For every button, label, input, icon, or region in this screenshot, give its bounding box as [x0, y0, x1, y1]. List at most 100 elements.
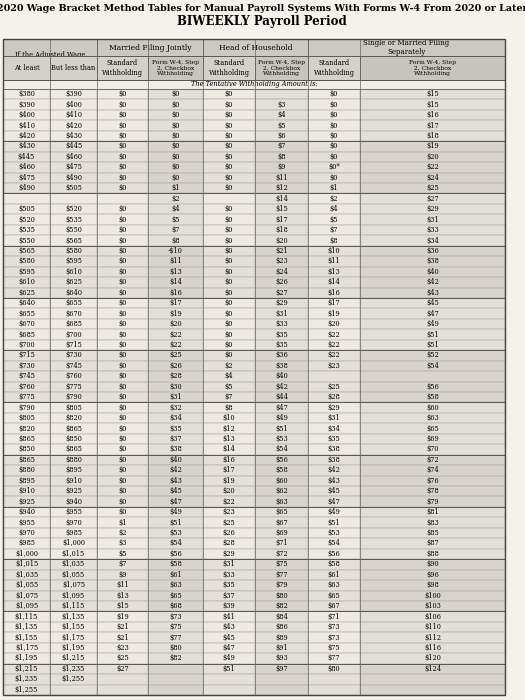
Text: $97: $97 [275, 665, 288, 673]
Text: $490: $490 [18, 184, 35, 192]
Text: $22: $22 [328, 330, 340, 339]
Bar [360, 455, 505, 465]
Bar [255, 193, 308, 204]
Text: $0: $0 [225, 247, 233, 255]
Bar [360, 382, 505, 392]
Text: $0: $0 [118, 456, 127, 464]
Text: $1,175: $1,175 [62, 634, 85, 641]
Text: $47: $47 [328, 498, 340, 505]
Text: $445: $445 [65, 143, 82, 150]
Bar [148, 162, 203, 173]
Bar [203, 382, 255, 392]
Bar [255, 371, 308, 382]
Bar [3, 193, 50, 204]
Text: $1,035: $1,035 [62, 561, 85, 568]
Bar [203, 570, 255, 580]
Text: $0: $0 [118, 226, 127, 234]
Text: $120: $120 [424, 654, 441, 662]
Text: $76: $76 [426, 477, 439, 485]
Text: $89: $89 [275, 634, 288, 641]
Bar [255, 267, 308, 277]
Bar [255, 465, 308, 475]
Text: $106: $106 [424, 612, 441, 621]
Text: $790: $790 [65, 393, 82, 401]
Bar [148, 152, 203, 162]
Bar [50, 611, 97, 622]
Bar [360, 141, 505, 152]
Bar [50, 382, 97, 392]
Bar [148, 611, 203, 622]
Text: $19: $19 [328, 309, 340, 318]
Bar [50, 517, 97, 528]
Text: $19: $19 [116, 612, 129, 621]
Text: $25: $25 [426, 184, 439, 192]
Text: $11: $11 [169, 258, 182, 265]
Text: $51: $51 [426, 330, 439, 339]
Text: $0: $0 [118, 372, 127, 380]
Bar [308, 277, 360, 288]
Bar [360, 288, 505, 298]
Bar [50, 444, 97, 455]
Bar [148, 643, 203, 653]
Bar [148, 559, 203, 570]
Text: $60: $60 [426, 404, 439, 412]
Text: $8: $8 [225, 404, 233, 412]
Bar [50, 549, 97, 559]
Bar [203, 110, 255, 120]
Bar [3, 549, 50, 559]
Text: $2: $2 [171, 195, 180, 203]
Text: $58: $58 [169, 561, 182, 568]
Text: $0: $0 [225, 226, 233, 234]
Text: $8: $8 [171, 237, 180, 244]
Text: $0: $0 [118, 216, 127, 223]
Text: $15: $15 [275, 205, 288, 214]
Text: $49: $49 [328, 508, 340, 516]
Bar [3, 475, 50, 486]
Text: $5: $5 [330, 216, 338, 223]
Text: $71: $71 [275, 540, 288, 547]
Text: $16: $16 [426, 111, 439, 119]
Bar [360, 173, 505, 183]
Bar [3, 298, 50, 309]
Bar [203, 277, 255, 288]
Bar [255, 214, 308, 225]
Bar [97, 267, 148, 277]
Text: $13: $13 [169, 268, 182, 276]
Bar [3, 382, 50, 392]
Text: $84: $84 [275, 612, 288, 621]
Text: $0: $0 [118, 258, 127, 265]
Text: $63: $63 [275, 498, 288, 505]
Bar [255, 622, 308, 632]
Bar [255, 225, 308, 235]
Bar [148, 141, 203, 152]
Text: $83: $83 [426, 519, 439, 526]
Bar [308, 549, 360, 559]
Text: $610: $610 [18, 279, 35, 286]
Bar [148, 549, 203, 559]
Text: $25: $25 [223, 519, 235, 526]
Bar [97, 507, 148, 517]
Bar [97, 517, 148, 528]
Bar [50, 193, 97, 204]
Bar [97, 549, 148, 559]
Text: $63: $63 [169, 581, 182, 589]
Text: $47: $47 [426, 309, 439, 318]
Bar [97, 559, 148, 570]
Bar [308, 120, 360, 131]
Text: $805: $805 [18, 414, 35, 422]
Text: $61: $61 [169, 570, 182, 579]
Bar [3, 360, 50, 371]
Bar [148, 214, 203, 225]
Bar [148, 371, 203, 382]
Text: $0: $0 [171, 101, 180, 108]
Bar [148, 424, 203, 434]
Bar [308, 496, 360, 507]
Bar [203, 183, 255, 193]
Bar [255, 382, 308, 392]
Text: $0: $0 [118, 362, 127, 370]
Text: $400: $400 [18, 111, 35, 119]
Bar [97, 298, 148, 309]
Text: $21: $21 [116, 623, 129, 631]
Text: $40: $40 [169, 456, 182, 464]
Bar [148, 360, 203, 371]
